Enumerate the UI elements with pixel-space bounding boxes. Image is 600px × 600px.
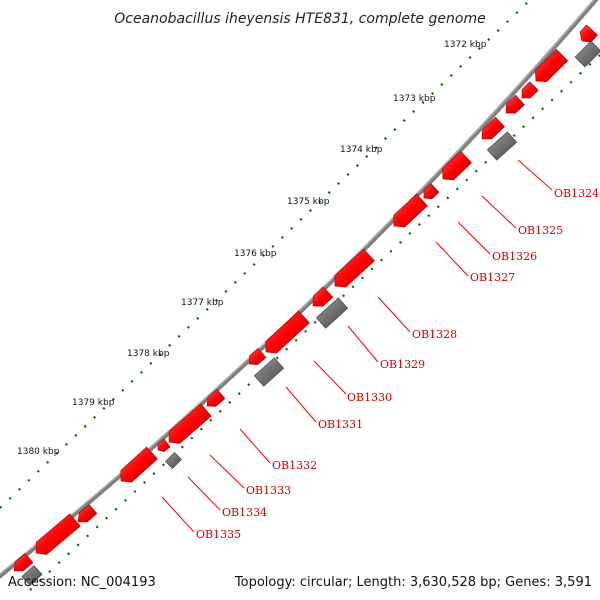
gene-label-ob1327[interactable]: OB1327: [470, 271, 515, 284]
leader-line: [457, 221, 491, 255]
gene-features: [13, 24, 600, 586]
gene-arrow[interactable]: [35, 513, 81, 555]
genome-title: Oceanobacillus iheyensis HTE831, complet…: [114, 11, 485, 27]
leader-line: [517, 159, 553, 191]
leader-line: [239, 428, 271, 464]
kbp-label-1380: 1380 kbp: [17, 447, 60, 457]
leader-line: [161, 496, 195, 533]
leader-line: [377, 296, 411, 333]
gene-arrow[interactable]: [157, 438, 171, 452]
inner-tick-ring: [29, 54, 600, 591]
gene-block[interactable]: [486, 131, 518, 161]
gene-arrow[interactable]: [423, 183, 440, 200]
gene-labels: OB1324 OB1325 OB1326 OB1327 OB1328 OB132…: [196, 187, 599, 541]
gene-block[interactable]: [253, 357, 285, 387]
gene-label-ob1329[interactable]: OB1329: [380, 358, 425, 371]
gene-block[interactable]: [574, 40, 600, 68]
gene-label-ob1333[interactable]: OB1333: [246, 484, 291, 497]
gene-arrow[interactable]: [521, 81, 539, 99]
gene-block[interactable]: [21, 565, 43, 586]
leader-line: [313, 360, 347, 395]
gene-label-ob1335[interactable]: OB1335: [196, 528, 241, 541]
kbp-label-1374: 1374 kbp: [340, 145, 383, 155]
genome-summary-text: Topology: circular; Length: 3,630,528 bp…: [234, 575, 592, 590]
gene-arrow[interactable]: [312, 286, 334, 307]
genome-backbone: [0, 0, 599, 579]
gene-label-ob1331[interactable]: OB1331: [318, 418, 363, 431]
gene-arrow[interactable]: [206, 388, 226, 407]
outer-tick-ring: [0, 0, 531, 509]
gene-arrow[interactable]: [13, 553, 34, 572]
leader-line: [347, 325, 379, 363]
leader-line: [285, 386, 317, 423]
gene-label-ob1328[interactable]: OB1328: [412, 328, 457, 341]
kbp-label-1372: 1372 kbp: [444, 40, 487, 50]
gene-label-ob1324[interactable]: OB1324: [554, 187, 599, 200]
gene-arrow[interactable]: [265, 310, 310, 354]
kbp-label-1376: 1376 kbp: [234, 249, 277, 259]
kbp-label-1375: 1375 kbp: [287, 197, 330, 207]
leader-line: [187, 476, 221, 511]
kbp-label-1379: 1379 kbp: [72, 398, 115, 408]
gene-block[interactable]: [315, 297, 349, 329]
gene-block[interactable]: [165, 452, 182, 469]
kbp-label-1378: 1378 kbp: [127, 349, 170, 359]
gene-label-ob1332[interactable]: OB1332: [272, 459, 317, 472]
gene-label-ob1330[interactable]: OB1330: [347, 391, 392, 404]
gene-arrow[interactable]: [534, 48, 569, 83]
gene-label-ob1334[interactable]: OB1334: [222, 506, 267, 519]
genome-backbone-highlight: [0, 0, 595, 575]
gene-label-ob1325[interactable]: OB1325: [518, 224, 563, 237]
gene-arrow[interactable]: [579, 24, 598, 43]
gene-arrow[interactable]: [442, 150, 472, 181]
gene-arrow[interactable]: [168, 403, 212, 444]
gene-arrow[interactable]: [393, 193, 428, 228]
gene-arrow[interactable]: [481, 116, 505, 140]
leader-line: [435, 241, 469, 277]
leader-line: [209, 454, 245, 489]
kbp-label-1377: 1377 kbp: [181, 298, 224, 308]
gene-leader-lines: [161, 159, 553, 533]
gene-label-ob1326[interactable]: OB1326: [492, 250, 537, 263]
leader-line: [481, 195, 517, 229]
gene-arrow[interactable]: [77, 504, 98, 523]
accession-text: Accession: NC_004193: [8, 575, 156, 590]
gene-arrow[interactable]: [248, 347, 267, 366]
gene-arrow[interactable]: [120, 446, 158, 483]
kbp-labels: 1372 kbp 1373 kbp 1374 kbp 1375 kbp 1376…: [17, 40, 487, 457]
gene-arrow[interactable]: [505, 94, 525, 114]
kbp-label-1373: 1373 kbp: [393, 94, 436, 104]
gene-arrow[interactable]: [334, 248, 375, 288]
